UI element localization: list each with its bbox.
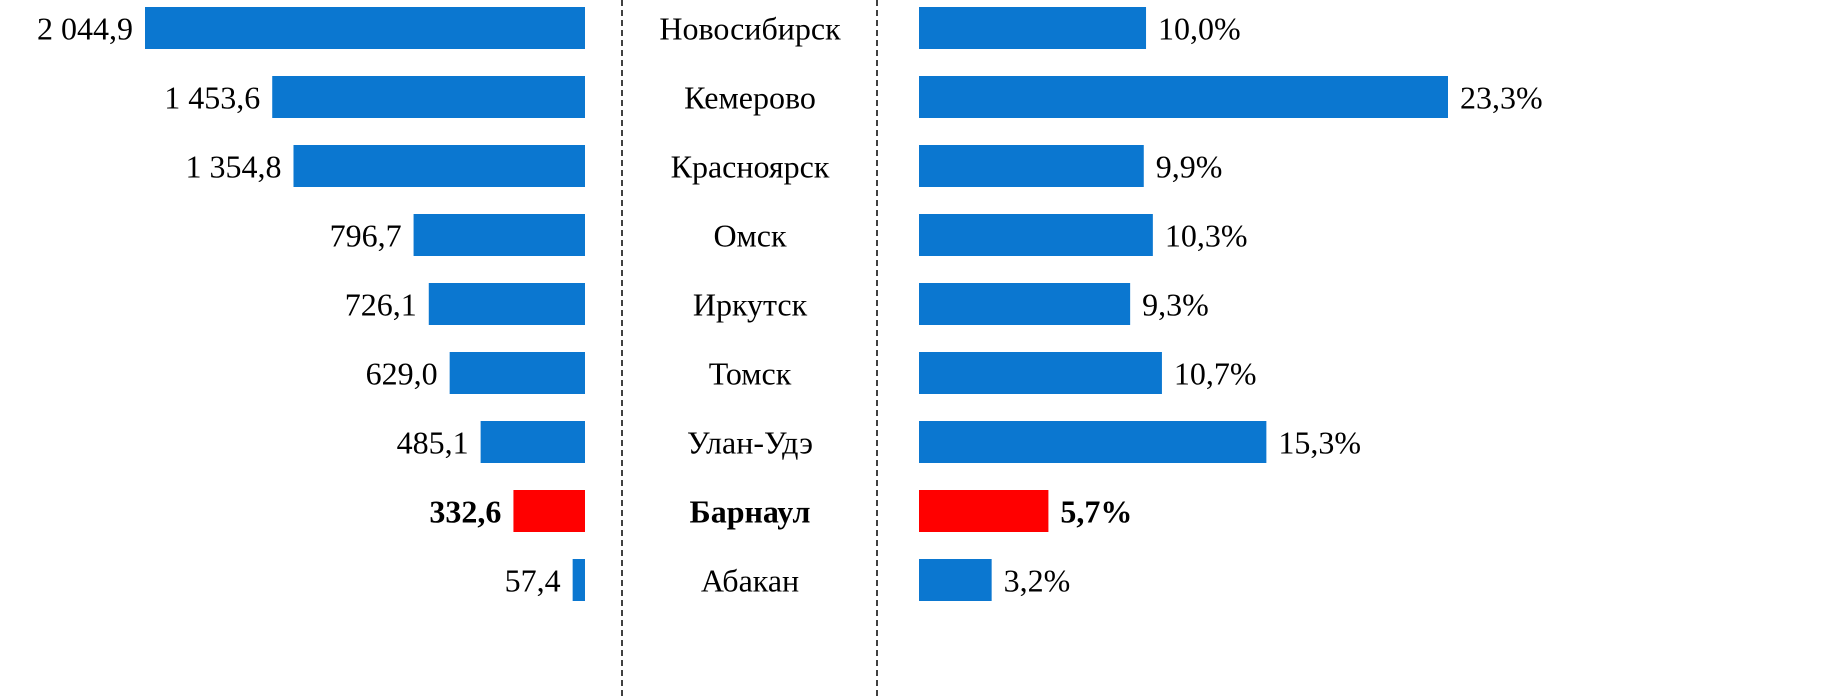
category-label: Томск xyxy=(709,355,792,391)
bar xyxy=(919,559,992,601)
bar xyxy=(919,421,1267,463)
value-label: 10,3% xyxy=(1165,217,1248,253)
bar xyxy=(428,283,585,325)
bar xyxy=(572,559,585,601)
value-label: 332,6 xyxy=(429,493,501,529)
category-label: Новосибирск xyxy=(659,10,841,46)
value-label: 10,0% xyxy=(1158,10,1241,46)
value-label: 5,7% xyxy=(1060,493,1132,529)
bar xyxy=(272,76,585,118)
category-label: Омск xyxy=(713,217,787,253)
category-label: Абакан xyxy=(701,562,799,598)
category-label: Улан-Удэ xyxy=(687,424,813,460)
value-label: 796,7 xyxy=(330,217,402,253)
value-label: 2 044,9 xyxy=(37,10,133,46)
value-label: 57,4 xyxy=(505,562,561,598)
value-label: 23,3% xyxy=(1460,79,1543,115)
value-label: 726,1 xyxy=(345,286,417,322)
bar xyxy=(919,490,1049,532)
value-label: 10,7% xyxy=(1174,355,1257,391)
category-label: Красноярск xyxy=(671,148,830,184)
bar xyxy=(919,214,1153,256)
bar xyxy=(919,7,1147,49)
bar xyxy=(449,352,585,394)
bar xyxy=(293,145,585,187)
bar xyxy=(919,76,1448,118)
value-label: 3,2% xyxy=(1004,562,1071,598)
bar xyxy=(513,490,585,532)
bar xyxy=(413,214,585,256)
value-label: 1 453,6 xyxy=(164,79,260,115)
bar xyxy=(480,421,585,463)
category-label: Иркутск xyxy=(693,286,808,322)
value-label: 485,1 xyxy=(397,424,469,460)
value-label: 1 354,8 xyxy=(185,148,281,184)
value-label: 629,0 xyxy=(366,355,438,391)
value-label: 9,3% xyxy=(1142,286,1209,322)
category-label: Кемерово xyxy=(684,79,816,115)
bar xyxy=(919,352,1162,394)
bar xyxy=(919,145,1144,187)
bar xyxy=(145,7,585,49)
value-label: 15,3% xyxy=(1278,424,1361,460)
bar xyxy=(919,283,1131,325)
value-label: 9,9% xyxy=(1156,148,1223,184)
category-label: Барнаул xyxy=(690,493,811,529)
